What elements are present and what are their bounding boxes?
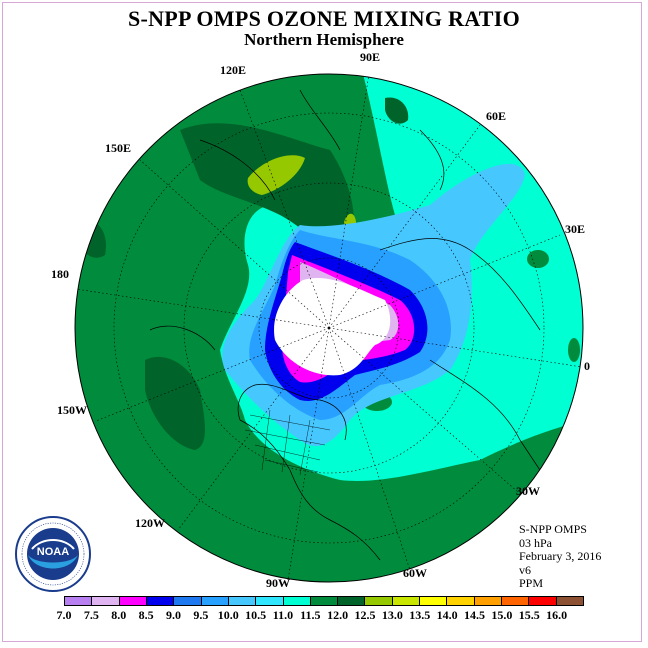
polar-night-region [274,278,391,376]
colorbar-swatch [365,596,393,606]
lon-label-150w: 150W [57,403,87,417]
us-state-borders [244,409,331,476]
colorbar-tick-label: 11.0 [272,608,294,622]
svg-text:NOAA: NOAA [37,546,69,558]
colorbar-tick-label: 13.5 [409,608,431,622]
lon-label-0: 0 [584,359,590,373]
colorbar-tick-label: 7.5 [83,608,99,622]
lon-label-30e: 30E [565,222,585,236]
colorbar-swatch [201,596,229,606]
colorbar-tick-label: 15.5 [518,608,540,622]
colorbar-tick-label: 13.0 [381,608,403,622]
colorbar-swatch [256,596,284,606]
info-level: 03 hPa [519,535,552,550]
map-boundary [74,73,584,583]
field-darkgreen-patch-4 [385,97,409,124]
colorbar-tick-label: 15.0 [491,608,513,622]
colorbar-swatch [64,596,93,606]
colorbar-swatch [556,596,584,606]
lon-label-60w: 60W [403,566,427,580]
map-subtitle: Northern Hemisphere [244,30,404,49]
colorbar-swatch [529,596,557,606]
colorbar-swatch [92,596,120,606]
colorbar-swatch [146,596,175,606]
colorbar-swatch [283,596,311,606]
lon-label-180: 180 [51,267,69,281]
colorbar-tick-label: 9.5 [193,608,209,622]
lon-label-30w: 30W [516,484,540,498]
colorbar-tick-label: 12.5 [354,608,376,622]
lon-label-150e: 150E [105,141,131,155]
colorbar-tick-label: 7.0 [56,608,72,622]
colorbar [64,596,584,606]
field-darkgreen-patch-3 [145,356,205,450]
field-green-main [75,74,583,582]
colorbar-swatch [392,596,421,606]
colorbar-tick-label: 14.5 [464,608,486,622]
figure-frame [2,2,642,642]
colorbar-tick-label: 9.0 [165,608,181,622]
lon-label-120w: 120W [135,516,165,530]
field-yellowgreen-1 [247,155,305,195]
field-green-island-1 [527,250,549,268]
graticule [75,74,583,581]
colorbar-tick-label: 8.5 [138,608,154,622]
colorbar-swatch [310,596,339,606]
info-date: February 3, 2016 [519,549,602,563]
noaa-logo: NOAA [15,516,91,592]
lon-label-120e: 120E [220,63,246,77]
lon-label-90e: 90E [360,50,380,64]
colorbar-swatch [119,596,147,606]
lon-label-90w: 90W [266,576,290,590]
colorbar-swatch [420,596,448,606]
colorbar-swatch [447,596,475,606]
colorbar-swatch [502,596,530,606]
colorbar-tick-label: 11.5 [300,608,321,622]
field-green-island-3 [568,338,580,362]
colorbar-tick-label: 10.0 [217,608,239,622]
colorbar-tick-label: 16.0 [546,608,568,622]
info-version: v6 [519,562,531,577]
colorbar-swatch [174,596,202,606]
info-units: PPM [519,576,544,590]
map-title: S-NPP OMPS OZONE MIXING RATIO [127,6,521,31]
colorbar-swatch [474,596,502,606]
colorbar-tick-label: 12.0 [327,608,349,622]
colorbar-swatch [338,596,366,606]
colorbar-tick-label: 8.0 [111,608,127,622]
info-instrument: S-NPP OMPS [519,522,587,536]
colorbar-tick-label: 10.5 [245,608,267,622]
ozone-field [75,74,583,582]
product-info: S-NPP OMPS 03 hPa February 3, 2016 v6 PP… [519,522,602,591]
lon-label-60e: 60E [486,109,506,123]
colorbar-tick-label: 14.0 [436,608,458,622]
colorbar-labels: 7.0 7.5 8.0 8.5 9.0 9.5 10.0 10.5 11.0 11.5 12.0 12… [57,608,584,622]
colorbar-swatch [228,596,257,606]
